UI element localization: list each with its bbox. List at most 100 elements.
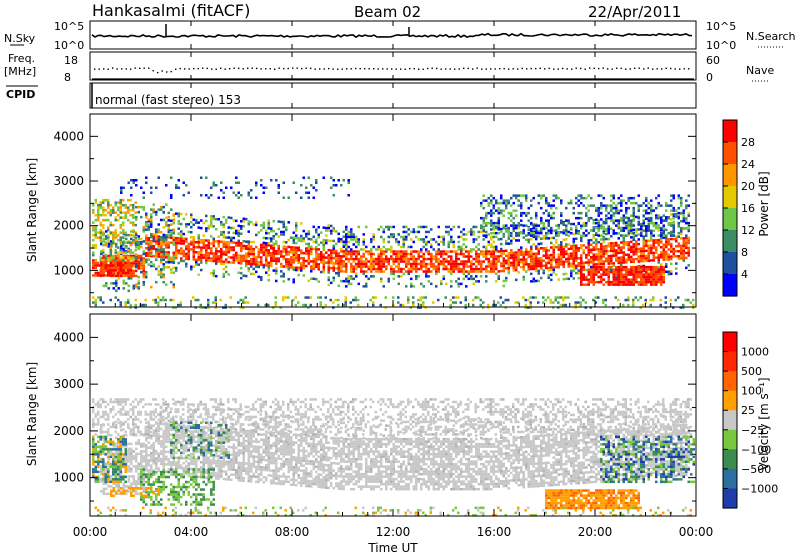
nave-dot — [553, 68, 555, 70]
echo-cell — [109, 231, 112, 234]
echo-cell — [120, 242, 123, 246]
echo-cell — [630, 268, 633, 271]
echo-cell — [527, 255, 530, 259]
echo-cell — [109, 208, 112, 212]
echo-cell — [102, 218, 105, 222]
echo-cell — [430, 255, 433, 258]
echo-cell — [345, 252, 348, 256]
nave-dot — [548, 67, 550, 70]
echo-cell — [632, 265, 635, 269]
echo-cell — [647, 229, 650, 232]
echo-cell — [457, 270, 460, 273]
echo-cell — [412, 260, 415, 263]
echo-cell — [557, 263, 560, 266]
echo-cell — [277, 220, 280, 223]
echo-cell — [99, 213, 102, 217]
echo-cell — [670, 213, 673, 216]
echo-cell — [147, 225, 150, 228]
echo-cell — [590, 204, 593, 207]
echo-cell — [580, 259, 583, 262]
echo-cell — [94, 213, 97, 217]
echo-cell — [135, 455, 138, 458]
echo-cell — [472, 248, 475, 251]
echo-cell — [157, 439, 160, 443]
echo-cell — [220, 230, 223, 234]
nave-dot — [170, 70, 172, 73]
echo-cell — [319, 296, 322, 299]
echo-cell — [102, 274, 105, 277]
echo-cell — [115, 450, 118, 453]
echo-cell — [407, 272, 410, 276]
echo-cell — [655, 268, 658, 271]
echo-cell — [122, 258, 125, 262]
echo-cell — [410, 285, 413, 288]
echo-cell — [165, 445, 168, 449]
echo-cell — [647, 219, 650, 222]
echo-cell — [462, 262, 465, 266]
echo-cell — [485, 235, 488, 239]
echo-cell — [550, 231, 553, 235]
echo-cell — [507, 271, 510, 275]
echo-cell — [222, 225, 225, 229]
echo-cell — [227, 250, 230, 254]
echo-cell — [155, 432, 158, 435]
echo-cell — [167, 251, 170, 254]
echo-cell — [105, 230, 108, 233]
echo-cell — [355, 265, 358, 268]
echo-cell — [117, 298, 120, 302]
echo-cell — [650, 246, 653, 250]
echo-cell — [545, 261, 548, 265]
echo-cell — [107, 269, 110, 273]
echo-cell — [210, 259, 213, 263]
echo-cell — [590, 268, 593, 271]
echo-cell — [195, 221, 198, 224]
nave-dot — [647, 67, 649, 69]
echo-cell — [545, 237, 548, 240]
echo-cell — [190, 231, 193, 234]
echo-cell — [600, 204, 603, 207]
echo-cell — [635, 278, 638, 281]
echo-cell — [282, 220, 285, 224]
echo-cell — [610, 244, 613, 248]
echo-cell — [272, 254, 275, 257]
nave-dot — [103, 68, 105, 70]
echo-cell — [550, 266, 553, 269]
echo-cell — [115, 254, 118, 258]
echo-cell — [157, 442, 160, 445]
echo-cell — [597, 194, 600, 197]
echo-cell — [325, 234, 328, 237]
echo-cell — [532, 262, 535, 266]
echo-cell — [155, 235, 158, 238]
echo-cell — [129, 274, 132, 277]
echo-cell — [109, 261, 112, 265]
echo-cell — [119, 266, 122, 270]
echo-cell — [685, 206, 688, 210]
echo-cell — [135, 470, 138, 473]
nave-dot — [526, 68, 528, 70]
echo-cell — [345, 277, 348, 281]
echo-cell — [665, 240, 668, 244]
echo-cell — [150, 208, 153, 211]
echo-cell — [537, 264, 540, 268]
echo-cell — [145, 240, 148, 244]
echo-cell — [637, 216, 640, 220]
echo-cell — [617, 246, 620, 250]
nave-dot — [247, 67, 249, 69]
nave-dot — [467, 67, 469, 70]
echo-cell — [220, 250, 223, 253]
echo-cell — [649, 298, 652, 302]
echo-cell — [262, 248, 265, 252]
echo-cell — [132, 482, 135, 486]
echo-cell — [222, 215, 225, 219]
echo-cell — [112, 421, 115, 424]
echo-cell — [92, 259, 95, 262]
echo-cell — [437, 252, 440, 256]
echo-cell — [515, 251, 518, 254]
echo-cell — [419, 303, 422, 307]
nave-dot — [98, 68, 100, 70]
echo-cell — [447, 245, 450, 249]
echo-cell — [497, 260, 500, 263]
echo-cell — [605, 247, 608, 250]
echo-cell — [535, 259, 538, 263]
echo-cell — [165, 430, 168, 434]
